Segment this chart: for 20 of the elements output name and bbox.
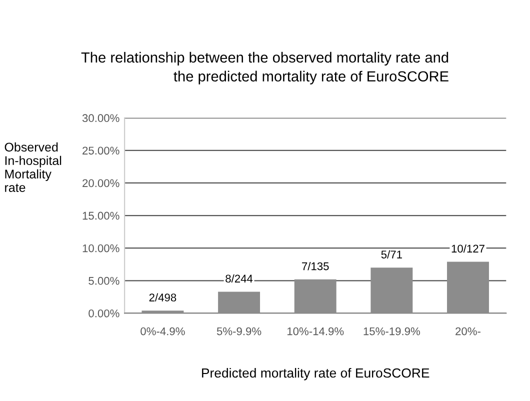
y-tick-label: 30.00% [82,114,120,122]
y-tick-label: 5.00% [88,276,120,285]
chart-title: The relationship between the observed mortality rate and the predicted mortality rate of EuroSCORE [81,52,448,84]
data-label: 5/71 [381,250,402,258]
y-tick-label: 15.00% [82,212,120,220]
x-tick-label: 15%-19.9% [364,327,420,336]
y-tick-label: 0.00% [88,309,120,318]
data-label: 2/498 [149,293,176,302]
y-axis-title: Observed In-hospital Mortality rate [4,142,62,192]
y-tick-label: 10.00% [82,244,120,252]
x-tick-label: 10%-14.9% [287,327,344,336]
x-axis-title: Predicted mortality rate of EuroSCORE [202,368,430,380]
data-label: 7/135 [302,262,329,270]
y-tick-label: 20.00% [82,179,120,188]
x-tick-label: 5%-9.9% [216,327,262,336]
x-tick-label: 0%-4.9% [140,327,185,336]
x-tick-label: 20%- [456,327,480,336]
y-tick-label: 25.00% [82,146,120,155]
data-label: 10/127 [452,244,484,253]
data-label: 8/244 [226,274,253,283]
